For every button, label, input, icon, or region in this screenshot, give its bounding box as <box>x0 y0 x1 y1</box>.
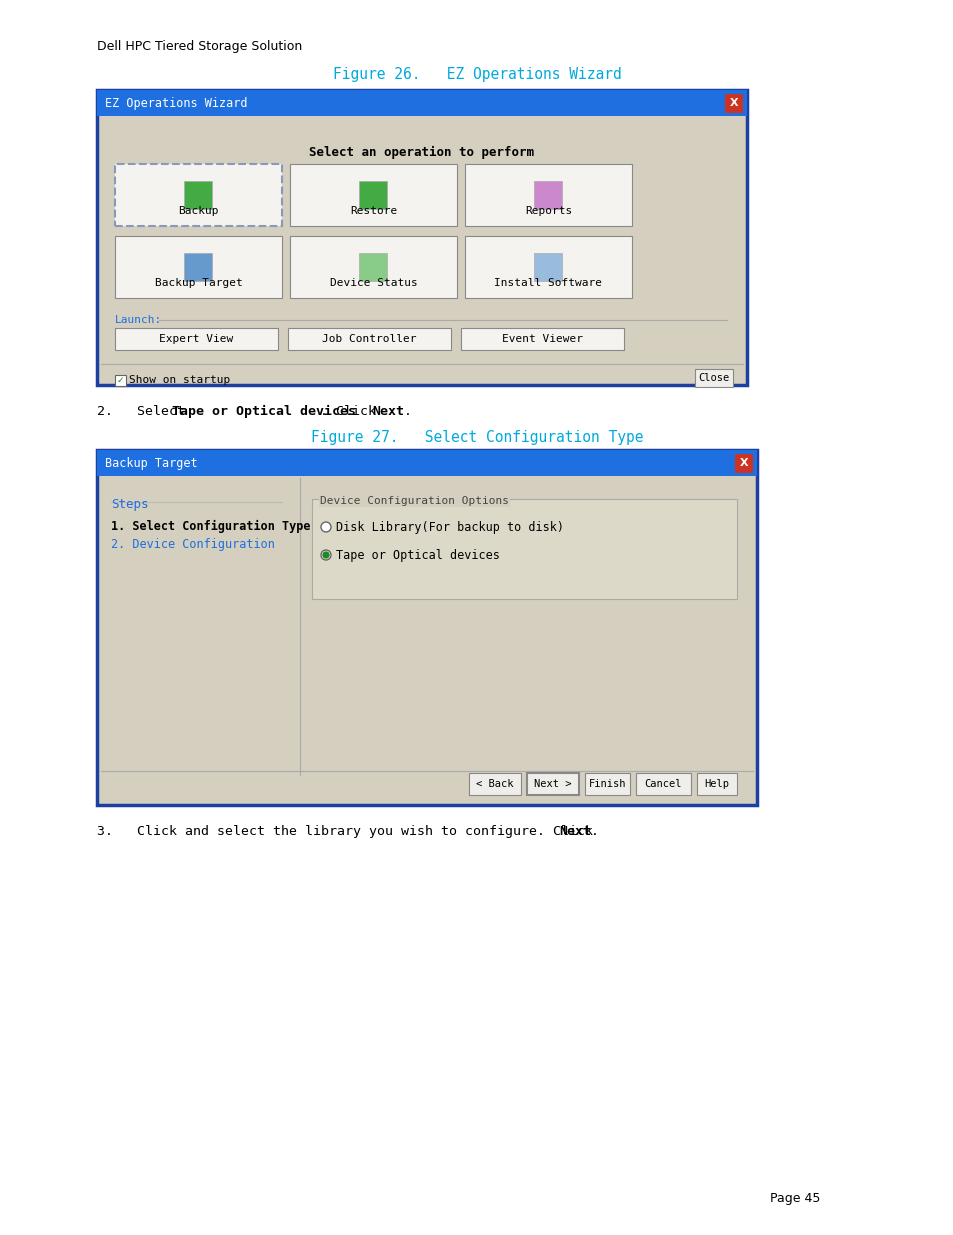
Bar <box>290 236 456 298</box>
Text: ✓: ✓ <box>116 375 124 385</box>
Text: . Click: . Click <box>319 405 384 417</box>
Text: .: . <box>590 825 598 839</box>
Bar <box>526 773 578 795</box>
Text: Device Status: Device Status <box>330 278 416 288</box>
Circle shape <box>320 522 331 532</box>
Text: Next >: Next > <box>534 779 571 789</box>
Bar <box>312 499 737 599</box>
Text: X: X <box>739 458 747 468</box>
Text: Finish: Finish <box>588 779 625 789</box>
Bar <box>290 164 456 226</box>
Text: Next: Next <box>372 405 403 417</box>
Bar <box>359 182 387 209</box>
Bar <box>724 94 742 112</box>
Bar <box>97 450 757 475</box>
Bar <box>184 182 213 209</box>
Bar <box>464 236 631 298</box>
Text: Device Configuration Options: Device Configuration Options <box>319 496 509 506</box>
Text: Help: Help <box>703 779 729 789</box>
Text: .: . <box>403 405 412 417</box>
Text: Tape or Optical devices: Tape or Optical devices <box>172 405 355 419</box>
Text: Tape or Optical devices: Tape or Optical devices <box>335 548 499 562</box>
Text: Expert View: Expert View <box>159 333 233 345</box>
Text: Job Controller: Job Controller <box>322 333 416 345</box>
Text: Next: Next <box>558 825 590 839</box>
Text: Dell HPC Tiered Storage Solution: Dell HPC Tiered Storage Solution <box>97 40 302 53</box>
Bar <box>115 164 282 226</box>
Bar <box>184 253 213 282</box>
Text: Steps: Steps <box>111 498 149 511</box>
Text: 1. Select Configuration Type: 1. Select Configuration Type <box>111 520 310 534</box>
Text: Backup Target: Backup Target <box>154 278 242 288</box>
Bar <box>636 773 690 795</box>
Bar <box>359 253 387 282</box>
Text: Figure 27.   Select Configuration Type: Figure 27. Select Configuration Type <box>311 430 642 445</box>
Bar <box>115 236 282 298</box>
Bar <box>115 375 126 387</box>
Text: 2. Device Configuration: 2. Device Configuration <box>111 538 274 551</box>
Text: EZ Operations Wizard: EZ Operations Wizard <box>105 96 247 110</box>
Text: Install Software: Install Software <box>494 278 602 288</box>
Bar <box>695 369 732 387</box>
Text: X: X <box>729 98 738 107</box>
Text: Reports: Reports <box>524 206 572 216</box>
Bar <box>469 773 520 795</box>
Text: Select an operation to perform: Select an operation to perform <box>309 146 534 159</box>
Text: Backup Target: Backup Target <box>105 457 197 469</box>
Bar <box>115 329 277 350</box>
Bar <box>584 773 629 795</box>
Bar <box>534 253 562 282</box>
Circle shape <box>320 550 331 559</box>
Bar <box>464 164 631 226</box>
Bar <box>697 773 737 795</box>
Text: Restore: Restore <box>350 206 396 216</box>
Text: Close: Close <box>698 373 729 383</box>
Text: Figure 26.   EZ Operations Wizard: Figure 26. EZ Operations Wizard <box>333 67 620 82</box>
Text: 3.   Click and select the library you wish to configure. Click: 3. Click and select the library you wish… <box>97 825 600 839</box>
Bar <box>534 182 562 209</box>
Circle shape <box>323 552 329 558</box>
Bar <box>97 90 746 385</box>
Bar <box>97 450 757 805</box>
Text: Page 45: Page 45 <box>769 1192 820 1205</box>
Text: Launch:: Launch: <box>115 315 162 325</box>
Text: Event Viewer: Event Viewer <box>501 333 582 345</box>
Text: Cancel: Cancel <box>644 779 681 789</box>
Bar <box>97 90 746 116</box>
Text: Show on startup: Show on startup <box>129 375 230 385</box>
Text: < Back: < Back <box>476 779 514 789</box>
Text: Backup: Backup <box>178 206 218 216</box>
Bar <box>734 454 752 473</box>
Bar <box>460 329 623 350</box>
Text: Disk Library(For backup to disk): Disk Library(For backup to disk) <box>335 520 563 534</box>
Text: 2.   Select: 2. Select <box>97 405 193 417</box>
Bar <box>288 329 451 350</box>
